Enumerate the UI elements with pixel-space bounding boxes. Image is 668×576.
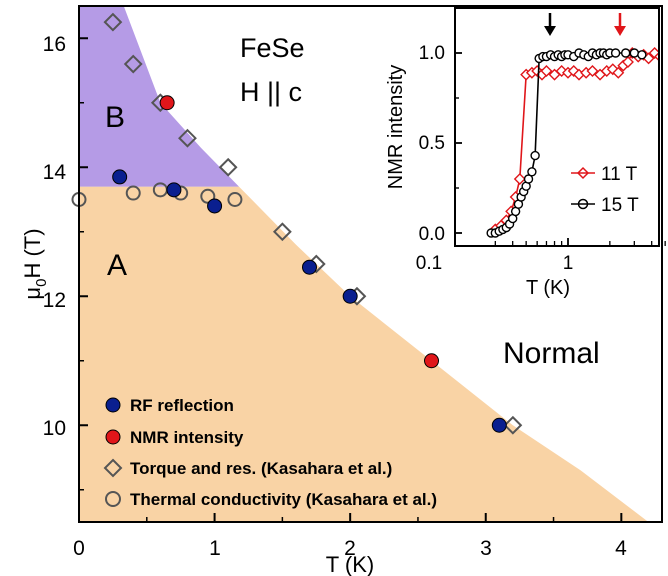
phase-a-region [79,186,649,522]
nmr-11t-point [513,173,526,185]
legend-label-torque: Torque and res. (Kasahara et al.) [130,459,392,478]
legend-marker-rf [105,397,121,413]
torque-resistivity-point [178,128,197,148]
inset-legend: 11 T 15 T [571,164,639,216]
legend-label-thermal: Thermal conductivity (Kasahara et al.) [130,490,437,509]
inset-frame [454,7,660,247]
y-axis-mu: μ [20,287,45,300]
rf-reflection-point [301,259,317,275]
y-axis-field-unit: H (T) [20,228,45,278]
nmr-11t-point [621,56,634,68]
main-xtick-label: 1 [209,537,221,560]
legend-label-rf: RF reflection [130,396,234,415]
legend-marker-thermal [105,491,121,507]
nmr-15t-point [530,150,540,161]
legend-label-nmr: NMR intensity [130,428,244,447]
rf-reflection-point [166,182,182,198]
inset-ytick-label: 0.0 [419,224,445,245]
inset-data [486,47,659,238]
main-plot-frame [78,5,663,523]
nmr-15t-point [620,48,631,58]
inset-axis-ticks [455,52,666,246]
torque-resistivity-point [218,157,238,177]
torque-resistivity-point [103,12,123,32]
rf-reflection-point [491,417,507,433]
torque-resistivity-point [503,415,523,435]
inset-ytick-label: 1.0 [419,43,445,64]
nmr-intensity-point [424,353,440,369]
main-ytick-label: 10 [43,417,66,440]
normal-phase-label: Normal [503,337,600,370]
legend-marker-nmr [105,429,121,445]
material-label: FeSe [240,33,305,63]
phase-b-region [79,6,239,187]
rf-reflection-point [342,288,358,304]
main-ytick-label: 16 [43,33,66,56]
main-ytick-label: 14 [43,161,67,184]
inset-ytick-label: 0.5 [419,133,445,154]
nmr-11t-point [540,65,553,77]
inset-arrow-red [614,13,626,36]
inset-plot: 0.0 0.5 1.0 0.1 1 T (K) NMR intensity 11… [385,7,666,299]
main-legend: RF reflection NMR intensity Torque and r… [103,396,437,509]
main-xtick-label: 2 [344,537,356,560]
inset-xtick-label: 1 [563,253,574,274]
main-xtick-label: 4 [615,537,627,560]
nmr-intensity-point [159,95,175,111]
y-axis-subscript: 0 [33,279,50,287]
nmr-15t-point [629,48,640,58]
inset-y-axis-title: NMR intensity [385,65,407,189]
torque-resistivity-point [123,54,143,74]
phase-a-label: A [107,249,127,282]
main-axis-ticks [78,37,623,522]
inset-legend-marker-11t [576,166,590,180]
torque-resistivity-point [272,222,292,242]
phase-b-label: B [105,101,125,134]
main-y-axis-title: μ0H (T) [20,228,50,299]
inset-legend-label-11t: 11 T [601,164,638,185]
rf-reflection-point [207,198,223,214]
nmr-15t-point [527,167,537,177]
nmr-15t-point [610,48,621,58]
main-data-markers [71,12,523,435]
thermal-conductivity-point [227,192,243,207]
field-orientation-label: H || c [240,77,302,107]
nmr-11t-point [586,65,599,77]
inset-legend-label-15t: 15 T [601,195,639,216]
legend-marker-torque [103,458,123,478]
main-x-axis-title: T (K) [326,552,374,576]
rf-reflection-point [112,169,128,185]
inset-xtick-label: 0.1 [416,253,442,274]
thermal-conductivity-point [125,185,141,201]
inset-legend-marker-15t [577,198,589,210]
main-xtick-label: 3 [480,537,492,560]
main-plot: 0 1 2 3 4 10 12 14 16 T (K) μ0H (T) FeSe… [20,5,663,576]
nmr-15t-point [637,50,647,60]
nmr-11t-point [612,66,625,79]
main-xtick-label: 0 [73,537,85,560]
inset-arrow-black [544,13,556,36]
inset-background [455,8,659,246]
main-ytick-label: 12 [43,289,66,312]
inset-x-axis-title: T (K) [526,277,570,299]
